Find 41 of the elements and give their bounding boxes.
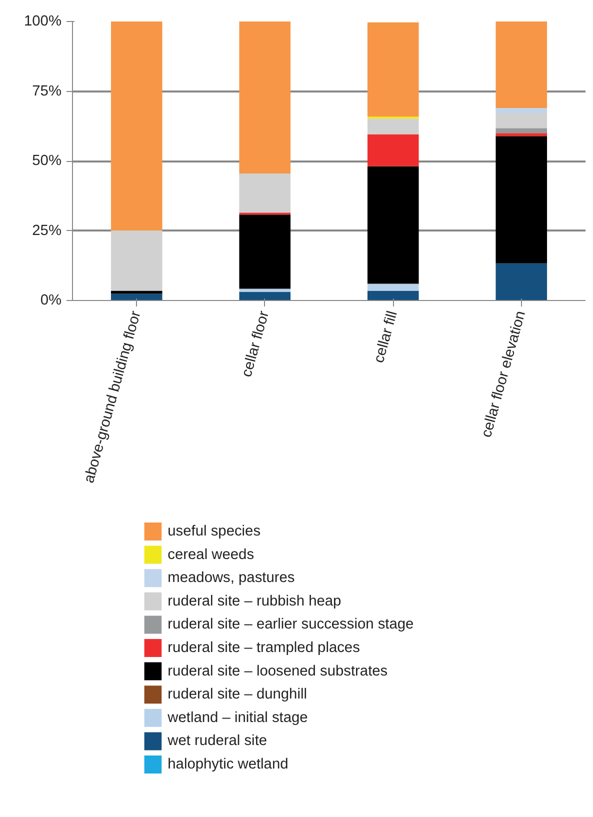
legend-label: wetland – initial stage [166, 710, 308, 726]
legend-label: ruderal site – earlier succession stage [168, 616, 414, 633]
legend-label: ruderal site – trampled places [168, 640, 360, 656]
y-tick-label: 0% [40, 292, 62, 308]
legend-label: meadows, pastures [168, 570, 295, 586]
bar [110, 290, 162, 294]
legend-label: cereal weeds [168, 546, 254, 563]
bar [496, 136, 548, 264]
x-tick-label: cellar floor elevation [478, 309, 530, 440]
legend-label: ruderal site – loosened substrates [168, 663, 388, 680]
bar [367, 118, 419, 134]
bar [110, 22, 162, 230]
legend-label: halophytic wetland [168, 756, 288, 772]
bar [367, 166, 419, 284]
bar [367, 22, 419, 117]
legend-label: useful species [168, 524, 261, 540]
y-tick-label: 100% [24, 14, 62, 30]
bar [239, 174, 291, 213]
x-tick-label: cellar fill [371, 309, 401, 365]
bar [496, 133, 548, 136]
bar [239, 22, 291, 174]
bar [496, 113, 548, 128]
bar [110, 294, 162, 300]
legend-label: ruderal site – dunghill [168, 686, 307, 703]
bar [496, 263, 548, 300]
legend-label: ruderal site – rubbish heap [168, 593, 342, 610]
bar [239, 292, 291, 300]
bar [239, 214, 291, 289]
y-tick-label: 75% [32, 83, 62, 100]
y-tick-label: 50% [32, 153, 62, 169]
x-tick-label: cellar floor [239, 309, 273, 379]
bar [367, 290, 419, 300]
bar [110, 230, 162, 291]
bar [496, 22, 548, 108]
bar [367, 284, 419, 291]
legend-label: wet ruderal site [166, 733, 268, 750]
bar [496, 128, 548, 134]
bar [496, 108, 548, 114]
y-tick-label: 25% [32, 222, 62, 239]
bar [367, 134, 419, 166]
bar [239, 288, 291, 292]
